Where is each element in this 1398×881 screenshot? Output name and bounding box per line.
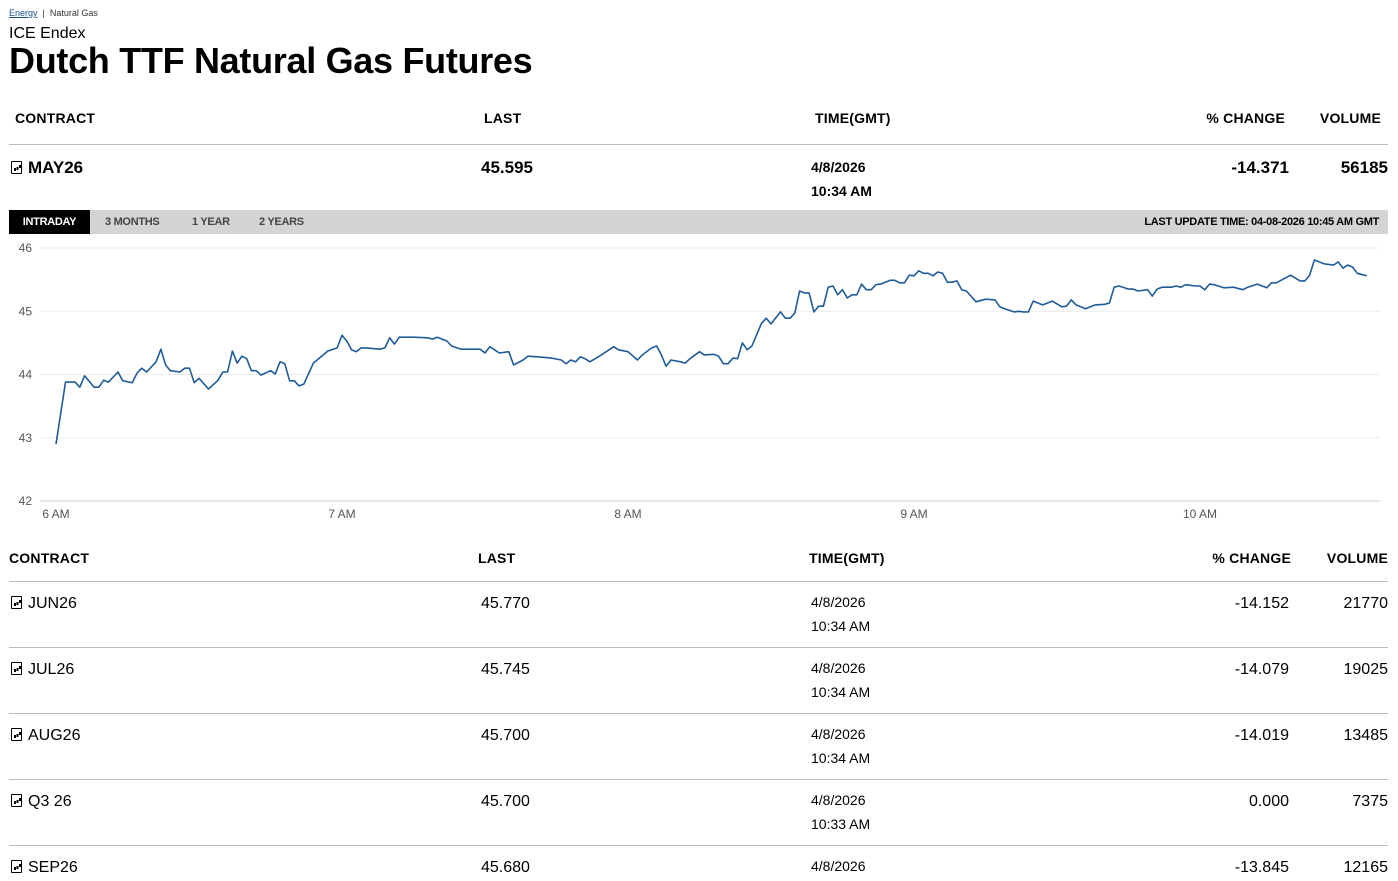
col-contract: CONTRACT: [9, 550, 90, 566]
x-tick-label: 6 AM: [42, 507, 69, 521]
time: 10:33 AM: [811, 816, 871, 832]
date: 4/8/2026: [811, 594, 866, 610]
table-row-volume: 12165: [1343, 859, 1389, 876]
table-row-time: 4/8/2026 10:34 AM: [811, 656, 870, 704]
front-last: 45.595: [481, 158, 533, 177]
col-change: % CHANGE: [1206, 110, 1285, 126]
date: 4/8/2026: [811, 660, 866, 676]
x-tick-label: 9 AM: [900, 507, 927, 521]
y-tick-label: 45: [19, 304, 33, 318]
table-row-last: 45.770: [481, 595, 530, 612]
front-time: 4/8/2026 10:34 AM: [811, 155, 872, 203]
tab-2-years[interactable]: 2 YEARS: [259, 216, 304, 228]
page-title: Dutch TTF Natural Gas Futures: [9, 40, 533, 81]
chart-document-icon: [11, 161, 22, 174]
contract-label: AUG26: [28, 727, 81, 744]
contract-label: MAY26: [28, 158, 84, 177]
date: 4/8/2026: [811, 159, 866, 175]
table-row-volume: 19025: [1343, 661, 1389, 678]
y-tick-label: 44: [19, 368, 33, 382]
col-contract: CONTRACT: [15, 110, 96, 126]
breadcrumb-natural-gas: Natural Gas: [49, 8, 98, 18]
table-row-last: 45.700: [481, 793, 530, 810]
last-update-time: LAST UPDATE TIME: 04-08-2026 10:45 AM GM…: [1144, 216, 1379, 228]
table-row-time: 4/8/2026: [811, 854, 866, 878]
front-contract[interactable]: MAY26: [11, 158, 83, 178]
table-row-change: -14.152: [1234, 595, 1289, 612]
table-row-contract[interactable]: Q3 26: [11, 793, 72, 811]
chart-document-icon: [11, 596, 22, 609]
divider: [9, 144, 1388, 145]
tab-3-months[interactable]: 3 MONTHS: [105, 216, 160, 228]
provider-name: ICE Endex: [9, 25, 86, 42]
date: 4/8/2026: [811, 792, 866, 808]
x-tick-label: 8 AM: [614, 507, 641, 521]
divider: [9, 779, 1388, 780]
date: 4/8/2026: [811, 726, 866, 742]
table-row-change: 0.000: [1248, 793, 1289, 810]
front-change: -14.371: [1231, 158, 1289, 177]
table-row-change: -13.845: [1234, 859, 1289, 876]
tab-intraday[interactable]: INTRADAY: [9, 210, 90, 234]
table-row-volume: 13485: [1343, 727, 1389, 744]
chart-document-icon: [11, 728, 22, 741]
divider: [9, 581, 1388, 582]
divider: [9, 713, 1388, 714]
contract-label: JUL26: [28, 661, 75, 678]
breadcrumb: Energy | Natural Gas: [9, 8, 98, 18]
chart-document-icon: [11, 794, 22, 807]
time: 10:34 AM: [811, 183, 872, 199]
chart-document-icon: [11, 662, 22, 675]
table-row-time: 4/8/2026 10:34 AM: [811, 722, 870, 770]
time: 10:34 AM: [811, 618, 871, 634]
contract-label: SEP26: [28, 859, 78, 876]
x-tick-label: 7 AM: [328, 507, 355, 521]
contract-label: JUN26: [28, 595, 77, 612]
table-row-last: 45.745: [481, 661, 530, 678]
x-tick-label: 10 AM: [1183, 507, 1217, 521]
y-tick-label: 46: [19, 241, 33, 255]
y-tick-label: 43: [19, 431, 33, 445]
time: 10:34 AM: [811, 684, 871, 700]
breadcrumb-separator: |: [42, 8, 45, 18]
col-time: TIME(GMT): [809, 550, 885, 566]
date: 4/8/2026: [811, 858, 866, 874]
table-row-contract[interactable]: AUG26: [11, 727, 80, 745]
table-row-contract[interactable]: SEP26: [11, 859, 78, 877]
tab-1-year[interactable]: 1 YEAR: [192, 216, 230, 228]
col-change: % CHANGE: [1212, 550, 1291, 566]
table-row-contract[interactable]: JUN26: [11, 595, 77, 613]
col-time: TIME(GMT): [815, 110, 891, 126]
contract-label: Q3 26: [28, 793, 72, 810]
y-tick-label: 42: [19, 494, 33, 508]
table-row-volume: 7375: [1352, 793, 1388, 810]
table-row-time: 4/8/2026 10:34 AM: [811, 590, 870, 638]
table-row-change: -14.079: [1234, 661, 1289, 678]
col-volume: VOLUME: [1326, 550, 1388, 566]
table-row-contract[interactable]: JUL26: [11, 661, 74, 679]
col-volume: VOLUME: [1319, 110, 1381, 126]
col-last: LAST: [478, 550, 516, 566]
table-row-last: 45.680: [481, 859, 530, 876]
col-last: LAST: [484, 110, 522, 126]
table-row-time: 4/8/2026 10:33 AM: [811, 788, 870, 836]
intraday-chart: 42 43 44 45 46 6 AM 7 AM 8 AM 9 AM 10 AM: [19, 241, 1380, 521]
chart-range-tabs: INTRADAY 3 MONTHS 1 YEAR 2 YEARS LAST UP…: [9, 210, 1388, 234]
divider: [9, 647, 1388, 648]
divider: [9, 845, 1388, 846]
front-volume: 56185: [1340, 158, 1388, 177]
price-line: [55, 259, 1368, 445]
breadcrumb-energy-link[interactable]: Energy: [9, 8, 38, 18]
time: 10:34 AM: [811, 750, 871, 766]
table-row-last: 45.700: [481, 727, 530, 744]
chart-document-icon: [11, 860, 22, 873]
table-row-change: -14.019: [1234, 727, 1289, 744]
table-row-volume: 21770: [1343, 595, 1389, 612]
